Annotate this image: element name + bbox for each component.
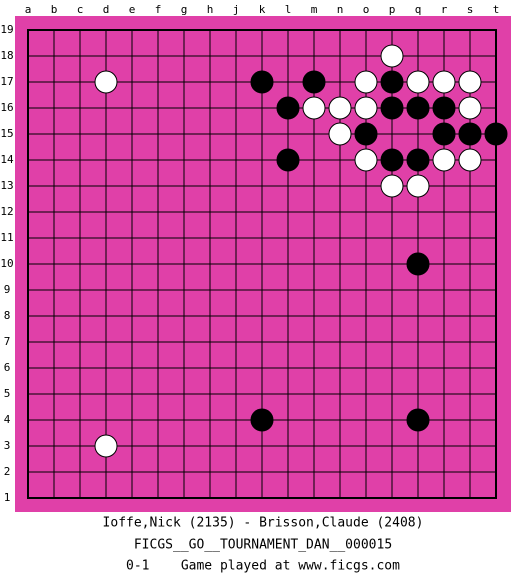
- row-label: 1: [4, 491, 11, 504]
- column-label: c: [77, 3, 84, 16]
- event: FICGS__GO__TOURNAMENT_DAN__000015: [134, 538, 392, 553]
- row-label: 14: [0, 153, 14, 166]
- stone: [380, 44, 404, 68]
- row-label: 9: [4, 283, 11, 296]
- column-label: t: [493, 3, 500, 16]
- stone: [458, 148, 482, 172]
- row-label: 2: [4, 465, 11, 478]
- stone: [94, 434, 118, 458]
- column-label: g: [181, 3, 188, 16]
- stone: [432, 148, 456, 172]
- stone: [250, 408, 274, 432]
- row-label: 7: [4, 335, 11, 348]
- column-label: d: [103, 3, 110, 16]
- row-label: 17: [0, 75, 13, 88]
- column-label: o: [363, 3, 370, 16]
- stone: [458, 122, 482, 146]
- stone: [302, 70, 326, 94]
- column-label: p: [389, 3, 396, 16]
- stone: [94, 70, 118, 94]
- column-label: q: [415, 3, 422, 16]
- stone: [484, 122, 508, 146]
- row-label: 6: [4, 361, 11, 374]
- stone: [354, 122, 378, 146]
- row-label: 11: [0, 231, 13, 244]
- result-line: 0-1 Game played at www.ficgs.com: [126, 559, 400, 574]
- stone: [432, 70, 456, 94]
- stone: [432, 96, 456, 120]
- column-label: h: [207, 3, 214, 16]
- stone: [380, 174, 404, 198]
- column-label: m: [311, 3, 318, 16]
- players: Ioffe,Nick (2135) - Brisson,Claude (2408…: [103, 516, 424, 531]
- stone: [354, 96, 378, 120]
- stone: [302, 96, 326, 120]
- row-label: 8: [4, 309, 11, 322]
- column-label: s: [467, 3, 474, 16]
- stone: [276, 148, 300, 172]
- stone: [354, 70, 378, 94]
- row-label: 4: [4, 413, 11, 426]
- stone: [458, 96, 482, 120]
- stone: [432, 122, 456, 146]
- row-label: 3: [4, 439, 11, 452]
- stone: [458, 70, 482, 94]
- column-label: r: [441, 3, 448, 16]
- stone: [406, 252, 430, 276]
- column-label: b: [51, 3, 58, 16]
- row-label: 12: [0, 205, 13, 218]
- row-label: 10: [0, 257, 13, 270]
- stone: [406, 408, 430, 432]
- column-label: k: [259, 3, 266, 16]
- row-label: 19: [0, 23, 13, 36]
- stone: [380, 70, 404, 94]
- stone: [406, 96, 430, 120]
- stone: [406, 174, 430, 198]
- stone: [328, 122, 352, 146]
- row-label: 18: [0, 49, 13, 62]
- column-label: a: [25, 3, 32, 16]
- column-label: j: [233, 3, 240, 16]
- row-label: 15: [0, 127, 13, 140]
- column-label: f: [155, 3, 162, 16]
- stone: [250, 70, 274, 94]
- stone: [354, 148, 378, 172]
- column-label: l: [285, 3, 292, 16]
- row-label: 5: [4, 387, 11, 400]
- column-label: e: [129, 3, 136, 16]
- stone: [406, 148, 430, 172]
- stone: [406, 70, 430, 94]
- row-label: 13: [0, 179, 13, 192]
- column-label: n: [337, 3, 344, 16]
- stone: [328, 96, 352, 120]
- stone: [276, 96, 300, 120]
- row-label: 16: [0, 101, 13, 114]
- stone: [380, 148, 404, 172]
- stone: [380, 96, 404, 120]
